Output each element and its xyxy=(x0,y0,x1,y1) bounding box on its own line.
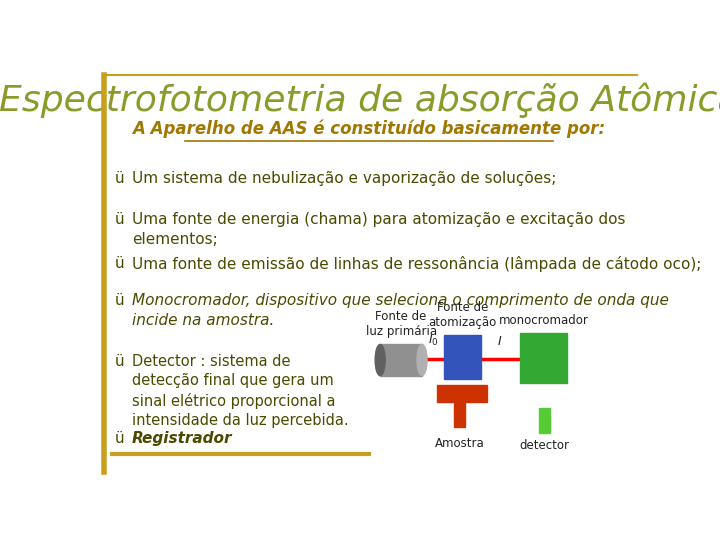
Text: Uma fonte de emissão de linhas de ressonância (lâmpada de cátodo oco);: Uma fonte de emissão de linhas de resson… xyxy=(132,256,701,272)
Text: Amostra: Amostra xyxy=(435,437,485,450)
Text: ü: ü xyxy=(115,256,125,271)
Text: Monocromador, dispositivo que seleciona o comprimento de onda que
incide na amos: Monocromador, dispositivo que seleciona … xyxy=(132,294,669,328)
Text: ü: ü xyxy=(115,171,125,186)
Bar xyxy=(539,408,550,433)
Text: Espectrofotometria de absorção Atômica: Espectrofotometria de absorção Atômica xyxy=(0,83,720,118)
Bar xyxy=(437,385,487,402)
Text: A Aparelho de AAS é constituído basicamente por:: A Aparelho de AAS é constituído basicame… xyxy=(132,120,606,138)
Text: ü: ü xyxy=(115,294,125,308)
Text: detector: detector xyxy=(519,439,570,452)
Text: Detector : sistema de
detecção final que gera um
sinal elétrico proporcional a
i: Detector : sistema de detecção final que… xyxy=(132,354,348,428)
Bar xyxy=(520,333,567,383)
Text: ü: ü xyxy=(115,431,125,445)
Bar xyxy=(380,345,422,376)
Text: $I_0$: $I_0$ xyxy=(428,333,438,348)
Ellipse shape xyxy=(375,345,385,376)
Text: Um sistema de nebulização e vaporização de soluções;: Um sistema de nebulização e vaporização … xyxy=(132,171,557,186)
Text: Fonte de
luz primária: Fonte de luz primária xyxy=(366,310,436,338)
Text: Uma fonte de energia (chama) para atomização e excitação dos
elementos;: Uma fonte de energia (chama) para atomiz… xyxy=(132,212,626,247)
Bar xyxy=(454,402,465,427)
Text: ü: ü xyxy=(115,354,125,369)
Ellipse shape xyxy=(417,345,427,376)
Text: $I$: $I$ xyxy=(498,335,503,348)
Text: ü: ü xyxy=(115,212,125,227)
Bar xyxy=(444,335,481,379)
Text: monocromador: monocromador xyxy=(498,314,588,327)
Text: Fonte de
atomização: Fonte de atomização xyxy=(428,301,497,329)
Text: Registrador: Registrador xyxy=(132,431,233,445)
